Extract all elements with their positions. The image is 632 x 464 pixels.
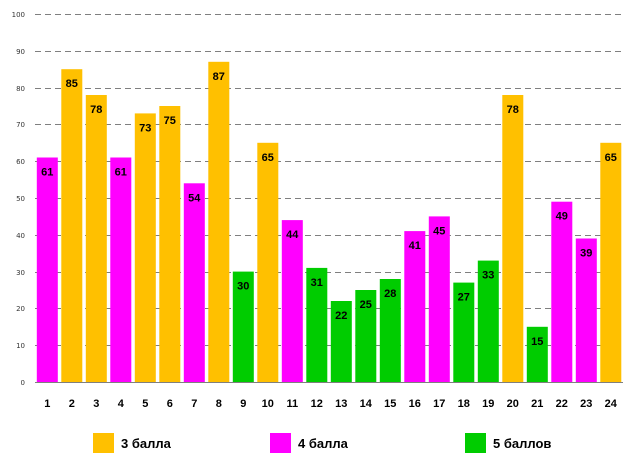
data-label-4: 61	[115, 167, 127, 179]
data-label-24: 65	[605, 152, 617, 164]
bar-8	[208, 61, 230, 383]
legend-swatch-4	[270, 433, 291, 453]
bar-3	[85, 95, 107, 382]
legend-label-3: 3 балла	[121, 436, 172, 451]
bar-19	[477, 260, 499, 382]
y-tick-label-20: 20	[16, 305, 25, 313]
x-tick-label-19: 19	[482, 398, 494, 410]
data-label-1: 61	[41, 167, 53, 179]
bar-18	[453, 282, 475, 382]
data-label-20: 78	[507, 104, 519, 116]
x-tick-label-2: 2	[69, 398, 75, 410]
y-tick-label-100: 100	[12, 11, 25, 19]
gridlines	[35, 14, 623, 346]
legend-swatch-3	[93, 433, 114, 453]
data-labels: 61 85 78 61 73 75 54 87 30 65 44 31 22 25 28 41 45 27 33 78…	[41, 71, 617, 348]
legend: 3 балла 4 балла 5 баллов	[93, 433, 551, 453]
x-tick-label-6: 6	[167, 398, 173, 410]
x-tick-label-22: 22	[556, 398, 568, 410]
x-tick-label-8: 8	[216, 398, 222, 410]
bar-4	[110, 157, 132, 382]
x-tick-label-7: 7	[191, 398, 197, 410]
x-tick-label-1: 1	[44, 398, 50, 410]
y-tick-label-40: 40	[16, 232, 25, 240]
y-tick-label-50: 50	[16, 195, 25, 203]
bar-24	[600, 142, 622, 382]
data-label-5: 73	[139, 122, 151, 134]
bar-17	[428, 216, 450, 382]
x-tick-label-14: 14	[360, 398, 373, 410]
data-label-6: 75	[164, 115, 176, 127]
x-tick-label-10: 10	[262, 398, 274, 410]
data-label-9: 30	[237, 281, 249, 293]
data-label-14: 25	[360, 299, 372, 311]
bar-13	[330, 301, 352, 382]
legend-label-5: 5 баллов	[493, 436, 551, 451]
bar-6	[159, 106, 181, 382]
y-tick-label-10: 10	[16, 342, 25, 350]
bar-2	[61, 69, 83, 382]
x-tick-label-20: 20	[507, 398, 519, 410]
bar-23	[575, 238, 597, 382]
y-tick-label-30: 30	[16, 269, 25, 277]
bar-21	[526, 326, 548, 382]
data-label-17: 45	[433, 225, 445, 237]
x-tick-label-12: 12	[311, 398, 323, 410]
x-tick-label-21: 21	[531, 398, 543, 410]
y-tick-label-90: 90	[16, 48, 25, 56]
y-tick-label-0: 0	[21, 379, 25, 387]
bar-7	[183, 183, 205, 382]
bar-11	[281, 220, 303, 382]
bar-14	[355, 290, 377, 382]
data-label-21: 15	[531, 336, 543, 348]
x-tick-label-4: 4	[118, 398, 125, 410]
x-tick-label-9: 9	[240, 398, 246, 410]
data-label-18: 27	[458, 292, 470, 304]
x-tick-label-13: 13	[335, 398, 347, 410]
x-tick-label-5: 5	[142, 398, 148, 410]
y-tick-label-80: 80	[16, 85, 25, 93]
bar-15	[379, 279, 401, 382]
data-label-16: 41	[409, 240, 421, 252]
bar-5	[134, 113, 156, 383]
data-label-22: 49	[556, 211, 568, 223]
bar-12	[306, 267, 328, 382]
data-label-10: 65	[262, 152, 274, 164]
legend-swatch-5	[465, 433, 486, 453]
data-label-7: 54	[188, 192, 201, 204]
bar-10	[257, 142, 279, 382]
data-label-11: 44	[286, 229, 299, 241]
data-label-13: 22	[335, 310, 347, 322]
y-tick-label-70: 70	[16, 121, 25, 129]
data-label-12: 31	[311, 277, 323, 289]
y-axis-ticks: 0 10 20 30 40 50 60 70 80 90 100	[12, 11, 25, 387]
x-tick-label-11: 11	[286, 398, 298, 410]
x-tick-label-18: 18	[458, 398, 470, 410]
x-tick-label-3: 3	[93, 398, 99, 410]
bars	[36, 61, 622, 383]
bar-16	[404, 231, 426, 382]
y-tick-label-60: 60	[16, 158, 25, 166]
bar-9	[232, 271, 254, 382]
data-label-3: 78	[90, 104, 102, 116]
bar-1	[36, 157, 58, 382]
data-label-15: 28	[384, 288, 396, 300]
x-tick-label-23: 23	[580, 398, 592, 410]
legend-label-4: 4 балла	[298, 436, 349, 451]
x-tick-label-17: 17	[433, 398, 445, 410]
data-label-8: 87	[213, 71, 225, 83]
x-tick-label-15: 15	[384, 398, 396, 410]
bar-20	[502, 95, 524, 382]
bar-22	[551, 201, 573, 382]
x-axis-ticks: 1 2 3 4 5 6 7 8 9 10 11 12 13 14 15 16 17 18 19 20 21 22 23 24	[44, 398, 618, 410]
data-label-2: 85	[66, 78, 78, 90]
data-label-23: 39	[580, 248, 592, 260]
data-label-19: 33	[482, 270, 494, 282]
x-tick-label-24: 24	[605, 398, 618, 410]
x-tick-label-16: 16	[409, 398, 421, 410]
